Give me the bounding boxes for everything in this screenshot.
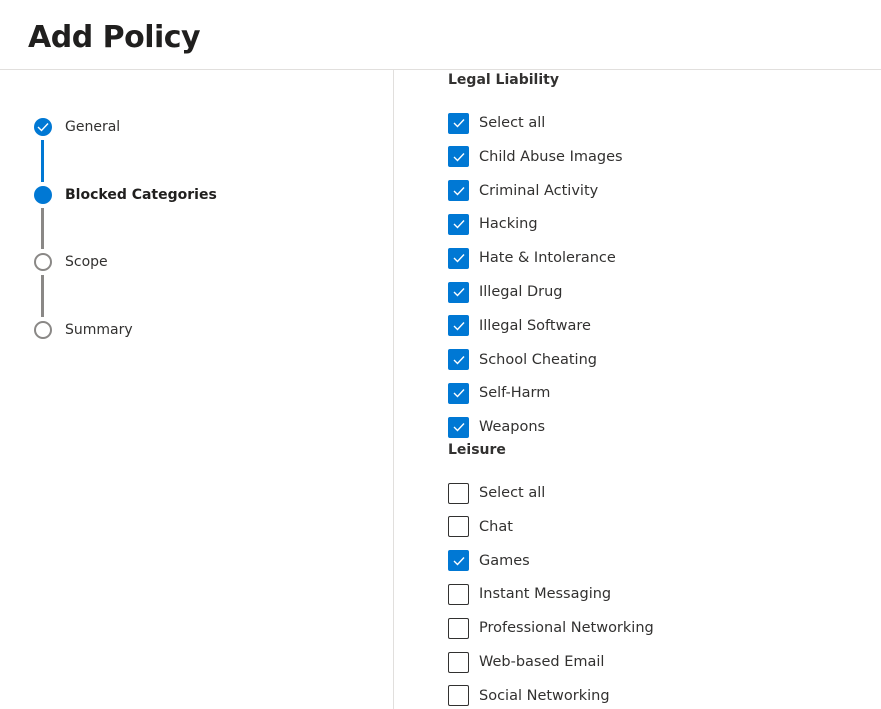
step-connector	[41, 275, 44, 317]
category-checkbox-row[interactable]: School Cheating	[448, 349, 597, 371]
section-heading: Legal Liability	[448, 72, 559, 88]
empty-circle-icon	[34, 253, 52, 271]
check-circle-icon	[34, 118, 52, 136]
step-label: General	[65, 119, 121, 135]
header-divider	[0, 69, 881, 70]
checkbox[interactable]	[448, 180, 469, 202]
checkbox[interactable]	[448, 247, 469, 269]
checkbox[interactable]	[448, 112, 469, 134]
checkbox[interactable]	[448, 617, 469, 639]
category-checkbox-row[interactable]: Hacking	[448, 213, 538, 235]
checkbox-label: Select all	[479, 485, 546, 501]
category-checkbox-row[interactable]: Games	[448, 550, 530, 572]
checkbox-label: Select all	[479, 115, 546, 131]
step-label: Summary	[65, 322, 133, 338]
checkbox[interactable]	[448, 516, 469, 538]
checkbox[interactable]	[448, 281, 469, 303]
checkbox[interactable]	[448, 315, 469, 337]
checkbox[interactable]	[448, 482, 469, 504]
checkbox[interactable]	[448, 685, 469, 707]
checkbox-label: School Cheating	[479, 351, 597, 368]
category-checkbox-row[interactable]: Web-based Email	[448, 651, 604, 673]
checkbox-label: Web-based Email	[479, 654, 605, 670]
step-connector	[41, 208, 44, 249]
checkbox[interactable]	[448, 583, 469, 605]
step-general[interactable]: General	[34, 118, 120, 136]
checkbox[interactable]	[448, 550, 469, 572]
category-checkbox-row[interactable]: Chat	[448, 516, 513, 538]
checkbox[interactable]	[448, 349, 469, 371]
category-checkbox-row[interactable]: Illegal Drug	[448, 281, 563, 303]
step-label: Blocked Categories	[65, 187, 217, 203]
checkbox-label: Hacking	[479, 216, 538, 233]
category-checkbox-row[interactable]: Child Abuse Images	[448, 146, 623, 168]
empty-circle-icon	[34, 321, 52, 339]
checkbox-label: Illegal Drug	[479, 284, 563, 300]
checkbox-label: Chat	[479, 518, 513, 535]
category-checkbox-row[interactable]: Select all	[448, 112, 545, 134]
step-connector	[41, 140, 44, 182]
category-checkbox-row[interactable]: Professional Networking	[448, 617, 654, 639]
checkbox-label: Games	[479, 552, 530, 569]
category-checkbox-row[interactable]: Self-Harm	[448, 382, 550, 404]
checkbox-label: Child Abuse Images	[479, 148, 623, 165]
filled-circle-icon	[34, 186, 52, 204]
checkbox[interactable]	[448, 416, 469, 438]
checkbox-label: Instant Messaging	[479, 586, 612, 603]
checkbox[interactable]	[448, 382, 469, 404]
page-title: Add Policy	[28, 20, 201, 55]
step-scope[interactable]: Scope	[34, 253, 108, 271]
checkbox[interactable]	[448, 213, 469, 235]
category-checkbox-row[interactable]: Weapons	[448, 416, 545, 438]
step-blocked-categories[interactable]: Blocked Categories	[34, 186, 217, 204]
category-checkbox-row[interactable]: Criminal Activity	[448, 180, 598, 202]
checkbox-label: Professional Networking	[479, 620, 654, 637]
category-checkbox-row[interactable]: Social Networking	[448, 685, 610, 707]
checkbox-label: Social Networking	[479, 687, 610, 704]
step-label: Scope	[65, 254, 108, 270]
checkbox-label: Self-Harm	[479, 385, 551, 402]
category-checkbox-row[interactable]: Select all	[448, 482, 545, 504]
panel-divider	[393, 70, 394, 709]
checkbox[interactable]	[448, 651, 469, 673]
category-checkbox-row[interactable]: Illegal Software	[448, 315, 591, 337]
checkbox[interactable]	[448, 146, 469, 168]
category-checkbox-row[interactable]: Instant Messaging	[448, 583, 611, 605]
checkbox-label: Illegal Software	[479, 317, 591, 334]
step-summary[interactable]: Summary	[34, 321, 133, 339]
checkbox-label: Hate & Intolerance	[479, 250, 616, 267]
checkbox-label: Weapons	[479, 419, 546, 436]
checkbox-label: Criminal Activity	[479, 182, 599, 199]
section-heading: Leisure	[448, 442, 506, 458]
category-checkbox-row[interactable]: Hate & Intolerance	[448, 247, 616, 269]
